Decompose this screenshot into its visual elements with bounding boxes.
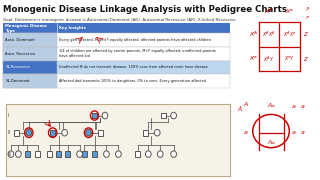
Text: Monogenic Disease
Type: Monogenic Disease Type <box>5 24 47 33</box>
Text: $X^AX^a$: $X^AX^a$ <box>283 30 297 39</box>
Circle shape <box>157 151 163 157</box>
Circle shape <box>171 112 177 119</box>
Text: $X^AY$: $X^AY$ <box>263 55 275 64</box>
Bar <box>98 130 103 136</box>
Bar <box>92 151 97 157</box>
Bar <box>3 47 57 60</box>
Bar <box>135 151 140 157</box>
Circle shape <box>154 129 160 136</box>
Circle shape <box>104 151 109 157</box>
Circle shape <box>116 151 121 157</box>
Text: $Z$: $Z$ <box>303 55 309 63</box>
Text: $a$: $a$ <box>244 129 249 136</box>
Bar <box>3 60 57 74</box>
Bar <box>14 130 20 136</box>
Circle shape <box>86 129 92 136</box>
Text: III: III <box>8 152 12 157</box>
Bar <box>3 74 230 88</box>
Circle shape <box>62 129 68 136</box>
Text: Affected dad transmits 100% to daughters, 0% to sons. Every generation affected.: Affected dad transmits 100% to daughters… <box>59 79 207 83</box>
Text: 1/4 of children are affected by carrier parents, M+F equally affected, unaffecte: 1/4 of children are affected by carrier … <box>59 50 216 58</box>
Circle shape <box>26 129 32 136</box>
Text: $X^A$: $X^A$ <box>249 30 258 39</box>
Text: Unaffected M do not transmit disease, 100% sons from affected mom have disease: Unaffected M do not transmit disease, 10… <box>59 65 208 69</box>
Circle shape <box>8 151 14 157</box>
Bar <box>25 151 30 157</box>
Text: I: I <box>8 113 9 118</box>
Text: $a$: $a$ <box>291 103 296 110</box>
Text: $X^a$: $X^a$ <box>249 55 258 63</box>
Text: $a$: $a$ <box>300 103 305 110</box>
Bar <box>3 23 230 33</box>
Text: II: II <box>8 130 11 135</box>
Bar <box>3 74 57 88</box>
Bar <box>161 113 166 118</box>
Bar <box>143 130 148 136</box>
Text: $X^A$: $X^A$ <box>264 7 274 16</box>
Bar <box>35 151 40 157</box>
Text: Monogenic Disease Linkage Analysis with Pedigree Charts: Monogenic Disease Linkage Analysis with … <box>3 5 287 14</box>
Text: $a$: $a$ <box>291 129 296 136</box>
Circle shape <box>102 112 108 119</box>
Bar <box>65 151 70 157</box>
Text: $Z$: $Z$ <box>303 30 309 38</box>
Text: Auto. Recessive: Auto. Recessive <box>5 52 36 56</box>
Text: $X^aY$: $X^aY$ <box>284 55 295 63</box>
Text: $X^AX^A$: $X^AX^A$ <box>262 30 276 39</box>
Text: $a$: $a$ <box>300 129 305 136</box>
Text: $A_a$: $A_a$ <box>267 101 276 110</box>
Bar <box>47 151 52 157</box>
Bar <box>3 47 230 60</box>
Circle shape <box>145 151 151 157</box>
Text: $\nearrow$: $\nearrow$ <box>302 5 309 13</box>
Bar <box>92 113 97 118</box>
Circle shape <box>77 151 83 157</box>
Text: XL-Dominant: XL-Dominant <box>5 79 30 83</box>
Text: Goal: Determine is monogenic disease is Autosomal Dominant (AD), Autosomal Reces: Goal: Determine is monogenic disease is … <box>3 18 236 27</box>
Text: $\nearrow$: $\nearrow$ <box>304 15 310 21</box>
Bar <box>82 151 87 157</box>
Text: Every gen affected, M and F equally affected, affected parents have affected chi: Every gen affected, M and F equally affe… <box>59 38 211 42</box>
Text: Auto. Dominant: Auto. Dominant <box>5 38 35 42</box>
Text: $A_a$: $A_a$ <box>267 138 276 147</box>
Circle shape <box>15 151 21 157</box>
Bar <box>3 33 230 47</box>
Text: $A$: $A$ <box>243 100 249 108</box>
Bar <box>56 151 61 157</box>
Bar <box>3 60 230 74</box>
Text: $X^a$: $X^a$ <box>285 8 294 16</box>
Text: Key Insights: Key Insights <box>59 26 86 30</box>
Text: XL-Recessive: XL-Recessive <box>5 65 30 69</box>
Text: $\hat{A}$: $\hat{A}$ <box>237 105 244 114</box>
Bar <box>3 33 57 47</box>
Circle shape <box>171 151 177 157</box>
Bar <box>50 130 55 136</box>
Bar <box>92 113 97 118</box>
